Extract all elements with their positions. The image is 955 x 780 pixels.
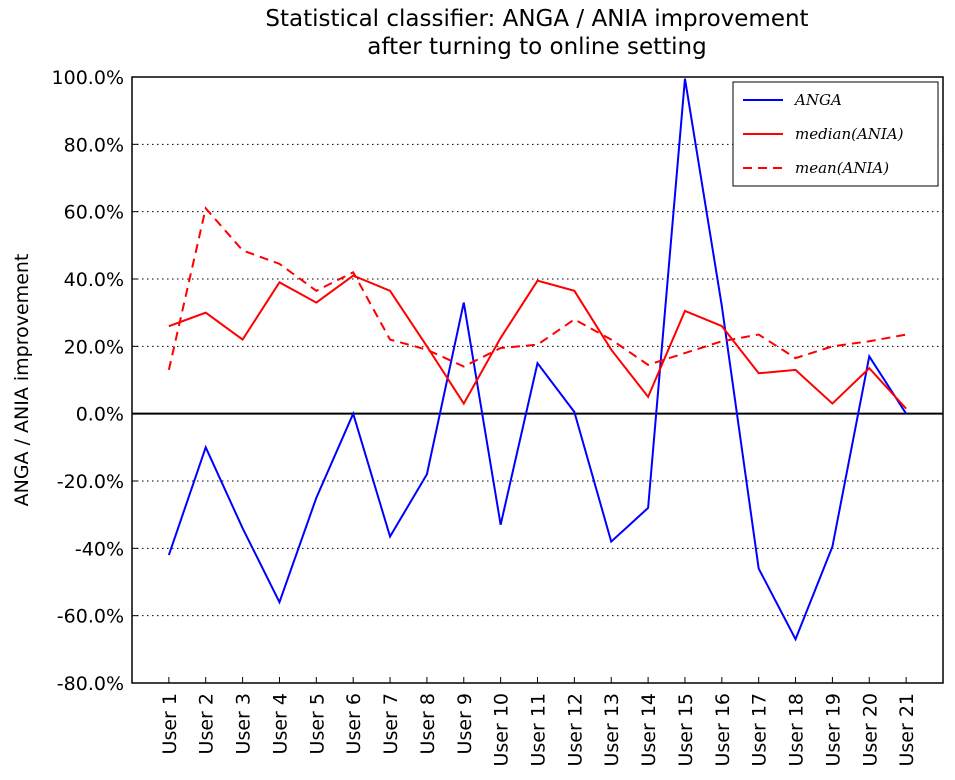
x-tick-label: User 15 — [675, 693, 697, 767]
y-tick-label: -80.0% — [57, 673, 124, 695]
y-tick-label: 100.0% — [52, 67, 124, 89]
x-tick-label: User 21 — [896, 693, 918, 767]
chart-title: after turning to online setting — [367, 34, 706, 60]
plot-frame — [131, 76, 944, 684]
y-tick-label: 20.0% — [64, 336, 124, 358]
x-tick-label: User 4 — [269, 693, 291, 754]
series-line — [167, 206, 907, 371]
y-axis-label: ANGA / ANIA improvement — [11, 254, 33, 507]
x-tick-label: User 9 — [454, 693, 476, 754]
series-line — [168, 274, 907, 410]
x-tick-label: User 5 — [306, 693, 328, 754]
x-tick-label: User 17 — [749, 693, 771, 767]
x-tick-label: User 8 — [417, 693, 439, 754]
y-tick-label: -20.0% — [57, 471, 124, 493]
x-tick-label: User 10 — [491, 693, 513, 767]
legend-label: ANGA — [793, 91, 842, 109]
x-tick-label: User 7 — [380, 693, 402, 754]
x-tick-label: User 19 — [822, 693, 844, 767]
x-tick-label: User 11 — [528, 693, 550, 767]
y-tick-label: 60.0% — [64, 202, 124, 224]
x-tick-label: User 3 — [233, 693, 255, 754]
series-line — [167, 78, 907, 642]
legend-label: mean(ANIA) — [795, 159, 889, 177]
legend-label: median(ANIA) — [795, 125, 904, 143]
y-tick-label: 40.0% — [64, 269, 124, 291]
x-tick-label: User 1 — [159, 693, 181, 754]
x-tick-label: User 18 — [786, 693, 808, 767]
chart-title: Statistical classifier: ANGA / ANIA impr… — [265, 6, 808, 32]
x-tick-label: User 2 — [196, 693, 218, 754]
x-tick-label: User 14 — [638, 693, 660, 767]
y-tick-label: 0.0% — [76, 404, 124, 426]
x-tick-label: User 13 — [601, 693, 623, 767]
x-tick-label: User 16 — [712, 693, 734, 767]
y-tick-label: 80.0% — [64, 134, 124, 156]
x-tick-label: User 12 — [564, 693, 586, 767]
y-tick-label: -40% — [75, 538, 124, 560]
x-tick-label: User 20 — [859, 693, 881, 767]
x-tick-label: User 6 — [343, 693, 365, 754]
y-tick-label: -60.0% — [57, 606, 124, 628]
